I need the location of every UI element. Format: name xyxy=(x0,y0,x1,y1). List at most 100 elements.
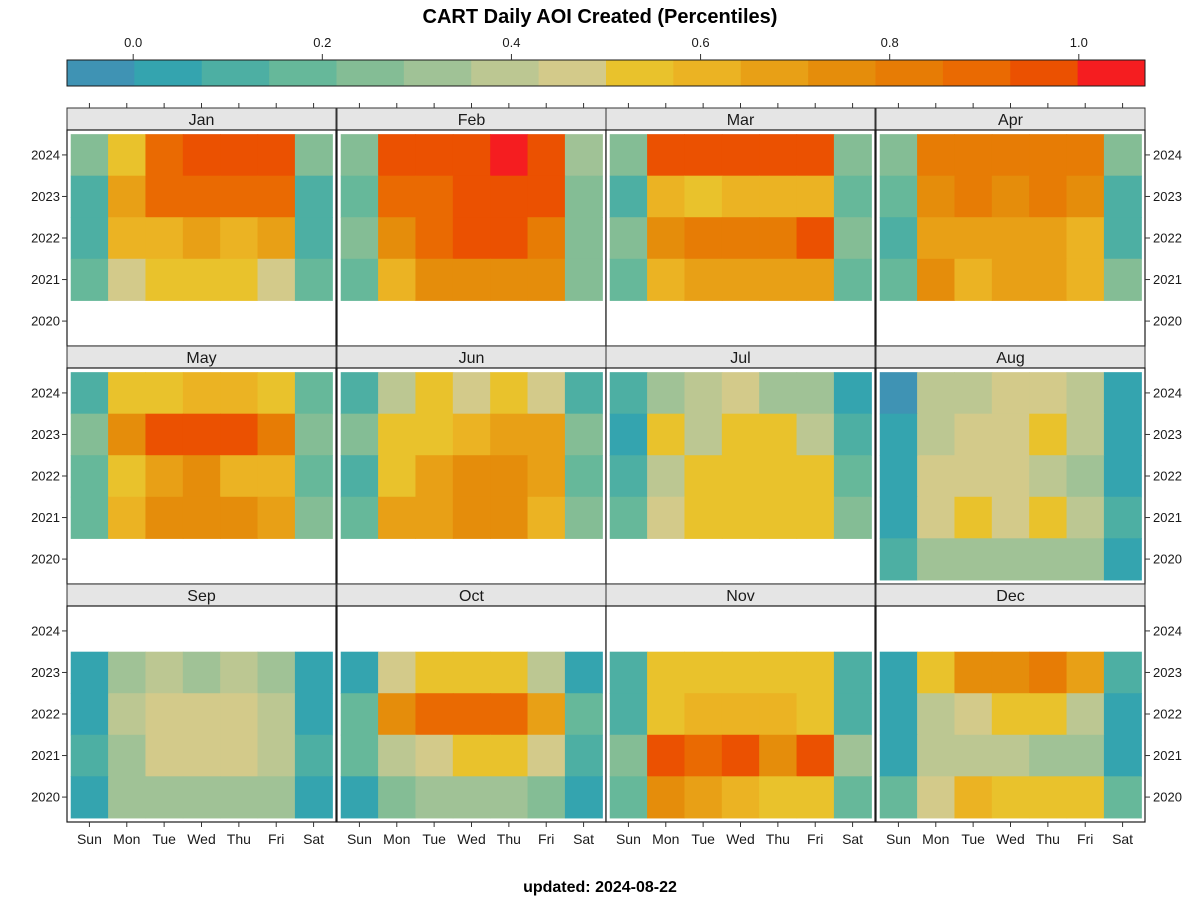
heatmap-cell xyxy=(684,776,723,819)
panel-strip-label: Dec xyxy=(996,588,1024,605)
heatmap-cell xyxy=(527,693,566,736)
heatmap-cell xyxy=(721,175,760,218)
heatmap-cell xyxy=(917,538,956,581)
heatmap-cell xyxy=(879,776,918,819)
heatmap-cell xyxy=(564,734,603,777)
heatmap-cell xyxy=(182,496,221,539)
heatmap-cell xyxy=(257,372,296,415)
heatmap-cell xyxy=(294,651,333,694)
heatmap-cell xyxy=(108,413,147,456)
heatmap-cell xyxy=(340,496,379,539)
colorbar-segment xyxy=(67,60,135,86)
heatmap-cell xyxy=(452,693,491,736)
heatmap-cell xyxy=(452,455,491,498)
heatmap-cell xyxy=(145,455,184,498)
heatmap-cell xyxy=(647,258,686,301)
heatmap-cell xyxy=(145,134,184,177)
heatmap-cell xyxy=(954,175,993,218)
heatmap-cell xyxy=(452,734,491,777)
heatmap-cell xyxy=(917,651,956,694)
heatmap-cell xyxy=(70,776,109,819)
heatmap-cell xyxy=(954,455,993,498)
x-tick-label: Wed xyxy=(187,831,216,847)
y-tick-label-right: 2023 xyxy=(1153,665,1182,680)
heatmap-cell xyxy=(415,496,454,539)
heatmap-cell xyxy=(879,258,918,301)
heatmap-cell xyxy=(833,693,872,736)
heatmap-cell xyxy=(684,651,723,694)
heatmap-cell xyxy=(684,496,723,539)
heatmap-cell xyxy=(490,455,529,498)
heatmap-cell xyxy=(378,372,417,415)
heatmap-cell xyxy=(1029,776,1068,819)
panel-strip-label: Sep xyxy=(187,588,216,605)
heatmap-cell xyxy=(609,455,648,498)
y-tick-label: 2023 xyxy=(31,665,60,680)
heatmap-cell xyxy=(1103,258,1142,301)
panel-aug: Aug xyxy=(875,345,1146,585)
heatmap-cell xyxy=(490,693,529,736)
heatmap-cell xyxy=(182,693,221,736)
heatmap-cell xyxy=(70,175,109,218)
heatmap-cell xyxy=(1103,496,1142,539)
heatmap-cell xyxy=(1103,413,1142,456)
heatmap-cell xyxy=(340,734,379,777)
heatmap-cell xyxy=(415,651,454,694)
heatmap-cell xyxy=(340,651,379,694)
heatmap-cell xyxy=(879,413,918,456)
heatmap-cell xyxy=(220,776,259,819)
y-tick-label: 2021 xyxy=(31,510,60,525)
heatmap-cell xyxy=(879,651,918,694)
heatmap-cell xyxy=(1103,372,1142,415)
panel-strip-label: May xyxy=(186,350,216,367)
heatmap-cell xyxy=(257,455,296,498)
heatmap-cell xyxy=(340,175,379,218)
heatmap-cell xyxy=(917,413,956,456)
heatmap-cell xyxy=(527,651,566,694)
heatmap-cell xyxy=(609,175,648,218)
heatmap-cell xyxy=(108,651,147,694)
heatmap-cell xyxy=(759,134,798,177)
heatmap-cell xyxy=(796,496,835,539)
heatmap-cell xyxy=(1103,734,1142,777)
heatmap-cell xyxy=(220,413,259,456)
heatmap-cell xyxy=(609,372,648,415)
heatmap-cell xyxy=(294,134,333,177)
heatmap-cell xyxy=(490,134,529,177)
y-tick-label: 2022 xyxy=(31,231,60,246)
heatmap-cell xyxy=(527,175,566,218)
heatmap-cell xyxy=(991,175,1030,218)
heatmap-cell xyxy=(108,372,147,415)
heatmap-cell xyxy=(647,372,686,415)
heatmap-cell xyxy=(917,776,956,819)
heatmap-cell xyxy=(527,734,566,777)
heatmap-cell xyxy=(182,734,221,777)
heatmap-cell xyxy=(340,413,379,456)
heatmap-cell xyxy=(759,776,798,819)
y-tick-label-right: 2022 xyxy=(1153,707,1182,722)
y-tick-label: 2020 xyxy=(31,314,60,329)
x-tick-label: Wed xyxy=(457,831,486,847)
heatmap-cell xyxy=(991,134,1030,177)
heatmap-cell xyxy=(415,175,454,218)
heatmap-cell xyxy=(1066,413,1105,456)
heatmap-cell xyxy=(796,217,835,260)
y-tick-label: 2022 xyxy=(31,469,60,484)
heatmap-cell xyxy=(796,134,835,177)
x-tick-label: Sat xyxy=(842,831,863,847)
heatmap-cell xyxy=(759,734,798,777)
panel-strip-label: Apr xyxy=(998,112,1024,129)
y-tick-label: 2022 xyxy=(31,707,60,722)
heatmap-cell xyxy=(647,455,686,498)
heatmap-cell xyxy=(879,538,918,581)
panel-may: May xyxy=(66,345,337,585)
heatmap-cell xyxy=(684,413,723,456)
heatmap-cell xyxy=(721,776,760,819)
heatmap-cell xyxy=(796,455,835,498)
heatmap-cell xyxy=(378,175,417,218)
colorbar-segment xyxy=(201,60,270,86)
heatmap-cell xyxy=(70,372,109,415)
heatmap-cell xyxy=(609,413,648,456)
heatmap-cell xyxy=(833,455,872,498)
heatmap-cell xyxy=(833,734,872,777)
